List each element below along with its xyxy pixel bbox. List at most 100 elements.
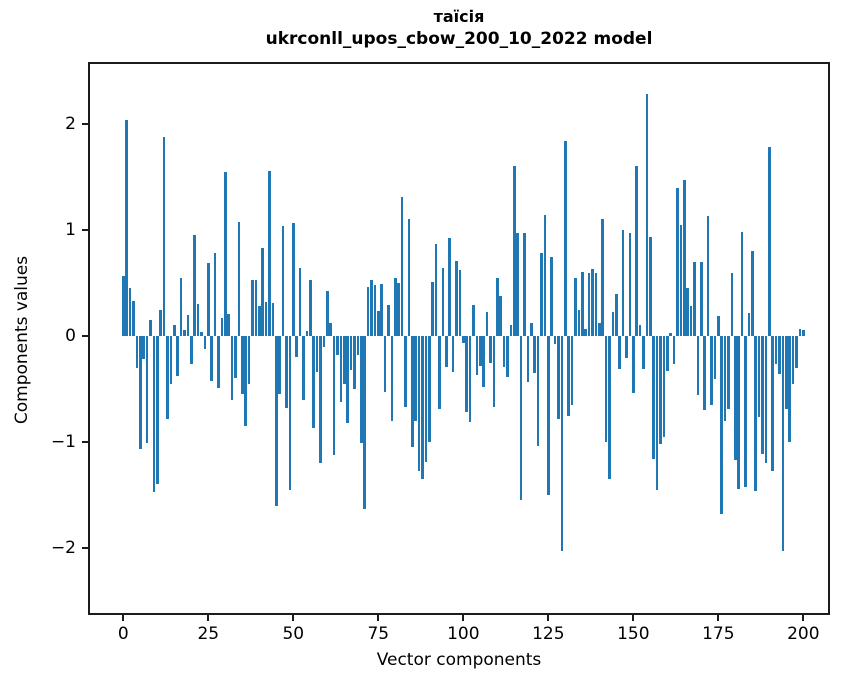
bar xyxy=(601,219,605,336)
bar xyxy=(288,336,292,490)
bar xyxy=(407,219,411,336)
bar xyxy=(550,256,554,336)
bar xyxy=(608,336,611,480)
bar xyxy=(625,336,628,359)
bar xyxy=(145,336,149,444)
bar xyxy=(125,119,129,336)
bar xyxy=(132,301,135,336)
bar xyxy=(563,140,567,336)
bar xyxy=(519,336,523,501)
bar xyxy=(570,336,574,405)
bar xyxy=(764,336,768,464)
bar xyxy=(754,336,758,491)
bar xyxy=(281,225,285,336)
bar xyxy=(614,293,618,336)
bar xyxy=(689,306,693,336)
y-tick-mark xyxy=(82,229,88,231)
bar xyxy=(795,336,798,368)
bar xyxy=(434,243,438,336)
bar xyxy=(166,336,169,419)
bar xyxy=(478,336,482,366)
bar xyxy=(414,336,418,421)
x-tick-label: 50 xyxy=(282,624,305,644)
bar xyxy=(635,166,639,336)
bar xyxy=(757,336,761,417)
bar xyxy=(278,336,282,395)
bar xyxy=(577,309,581,336)
bar xyxy=(648,237,652,336)
bar xyxy=(720,336,724,515)
bar xyxy=(271,303,275,336)
bar xyxy=(336,336,339,356)
bar xyxy=(149,320,152,336)
bar xyxy=(383,336,387,393)
bar xyxy=(121,275,125,336)
bar xyxy=(621,230,625,336)
bar xyxy=(536,336,540,447)
bar xyxy=(217,336,220,388)
bar xyxy=(319,336,322,464)
bar xyxy=(203,336,207,349)
bar xyxy=(458,270,462,336)
bar xyxy=(737,336,741,489)
bar xyxy=(672,336,676,364)
bar xyxy=(652,336,656,459)
bar xyxy=(669,332,673,336)
bar xyxy=(611,311,615,336)
bar xyxy=(761,336,764,454)
bar xyxy=(172,325,176,336)
bar xyxy=(295,336,299,358)
bar xyxy=(227,313,231,336)
bar xyxy=(387,305,390,336)
bar xyxy=(693,261,696,336)
x-tick-mark xyxy=(547,615,550,621)
bar xyxy=(268,170,271,336)
bar xyxy=(546,336,550,495)
bar xyxy=(397,283,401,336)
bar xyxy=(618,336,622,369)
bar xyxy=(223,171,227,336)
bar xyxy=(594,273,598,336)
x-axis-label: Vector components xyxy=(376,650,542,670)
bar xyxy=(533,336,537,374)
bar xyxy=(162,136,166,336)
bar xyxy=(784,336,788,410)
x-tick-mark xyxy=(717,615,720,621)
bar xyxy=(791,336,795,384)
bar xyxy=(370,279,373,336)
bar xyxy=(431,281,435,336)
y-tick-mark xyxy=(82,441,88,443)
bar xyxy=(444,336,448,367)
bar xyxy=(315,336,319,373)
x-tick-label: 175 xyxy=(702,624,735,644)
bar xyxy=(339,336,343,402)
bar xyxy=(135,336,139,368)
bar xyxy=(393,277,397,336)
bar xyxy=(356,336,360,356)
bar xyxy=(417,336,421,471)
bar xyxy=(713,336,717,380)
bar xyxy=(502,336,506,367)
bar xyxy=(703,336,707,411)
bar xyxy=(421,336,424,480)
bar xyxy=(196,304,200,336)
bar xyxy=(744,336,747,487)
bar xyxy=(366,287,370,336)
bar xyxy=(767,147,771,336)
bar xyxy=(676,187,679,336)
bar xyxy=(342,336,346,384)
bar xyxy=(798,328,802,336)
bar xyxy=(251,279,254,336)
bar xyxy=(200,331,203,336)
bar xyxy=(628,233,632,336)
bar xyxy=(730,273,734,336)
bar xyxy=(237,221,241,336)
bar xyxy=(597,323,601,336)
bar xyxy=(485,311,489,336)
bar xyxy=(506,336,509,378)
bar xyxy=(285,336,288,409)
bar xyxy=(213,253,217,336)
bar xyxy=(291,222,295,336)
bar xyxy=(244,336,248,427)
